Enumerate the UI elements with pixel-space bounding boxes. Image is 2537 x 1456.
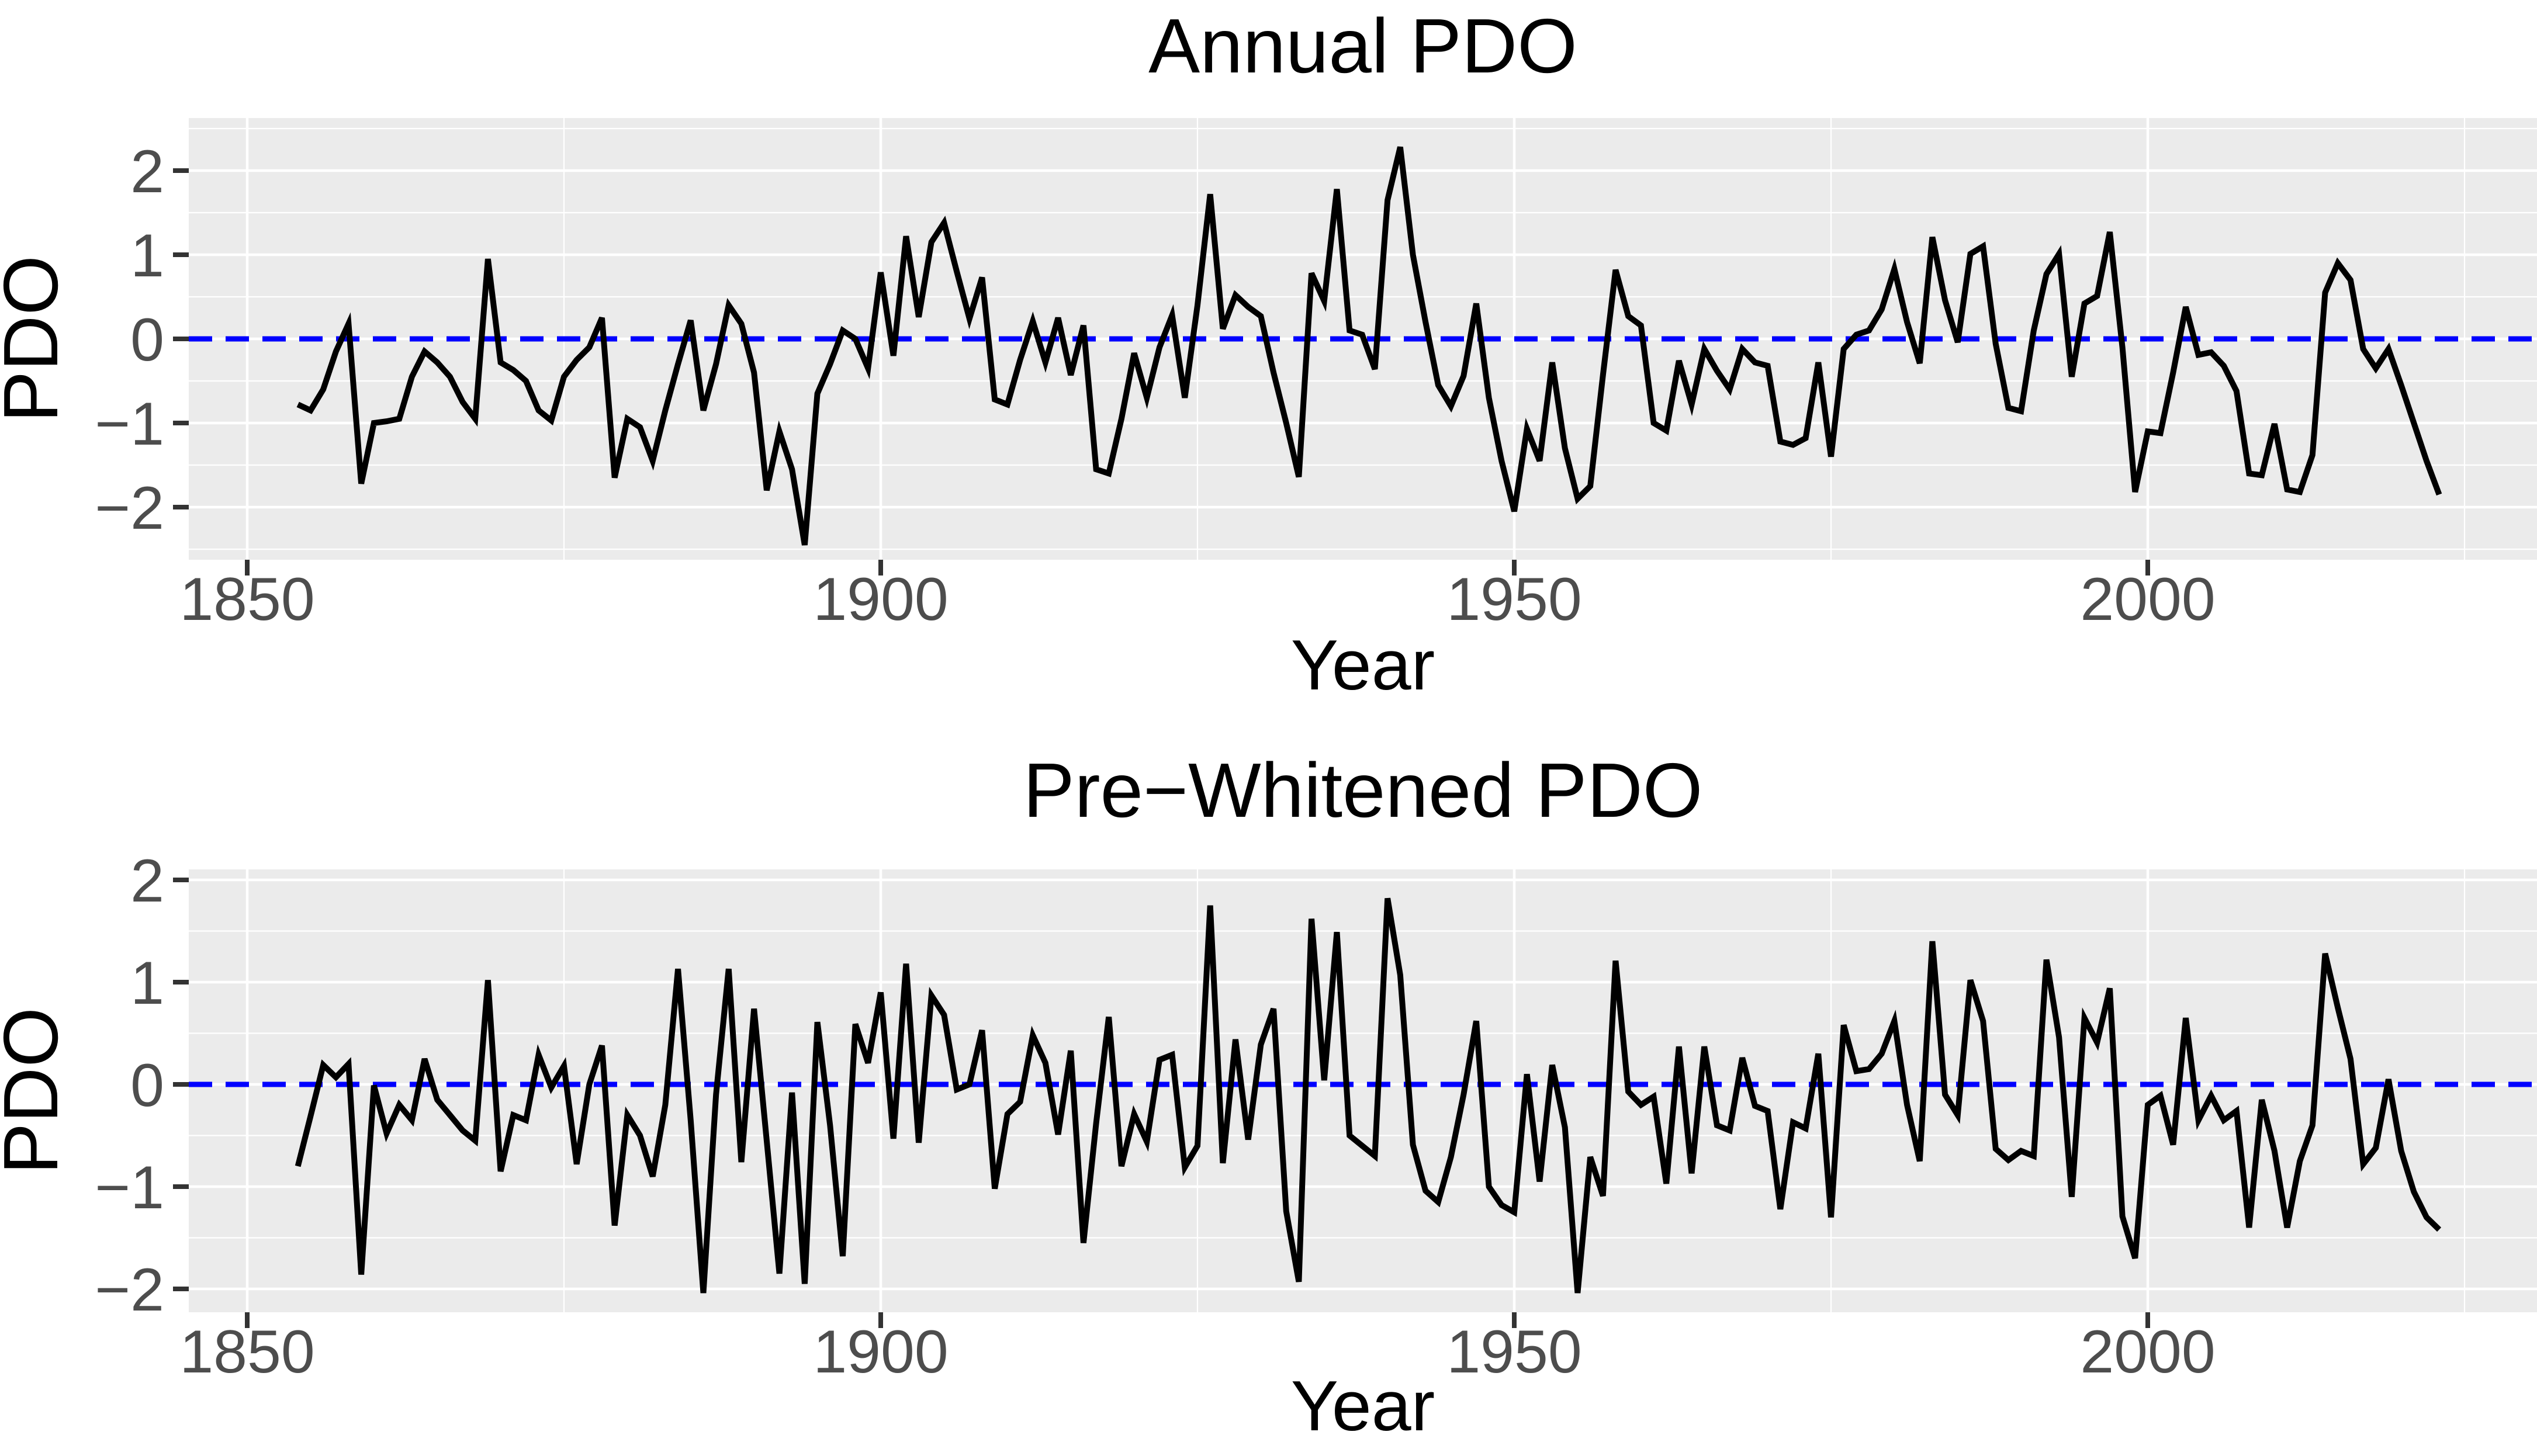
y-tick-label: −1: [95, 1154, 164, 1222]
x-tick-label: 1950: [1446, 1318, 1581, 1386]
y-axis-title-top: PDO: [0, 255, 74, 422]
chart-title-annual: Annual PDO: [1148, 3, 1577, 89]
x-tick-label: 1900: [813, 1318, 948, 1386]
chart-title-prewhitened: Pre−Whitened PDO: [1023, 747, 1703, 833]
x-tick-label: 1950: [1446, 566, 1581, 633]
y-tick-label: −1: [95, 390, 164, 458]
pdo-data-line: [296, 146, 2442, 546]
y-axis-title-bottom: PDO: [0, 1007, 74, 1174]
panel-background: [189, 869, 2537, 1312]
y-tick-label: 0: [130, 1052, 164, 1119]
pdo-data-line: [295, 897, 2442, 1294]
x-tick-label: 1900: [813, 566, 948, 633]
x-tick-label: 1850: [179, 1318, 314, 1386]
x-tick-label: 2000: [2080, 566, 2215, 633]
y-tick-label: 1: [130, 222, 164, 290]
y-tick-label: 2: [130, 847, 164, 915]
y-tick-label: 1: [130, 949, 164, 1017]
x-tick-label: 2000: [2080, 1318, 2215, 1386]
x-tick-label: 1850: [179, 566, 314, 633]
x-axis-title-bottom: Year: [1291, 1366, 1435, 1445]
y-tick-label: −2: [95, 1256, 164, 1324]
y-tick-label: −2: [95, 474, 164, 542]
y-tick-label: 2: [130, 138, 164, 206]
x-axis-title-top: Year: [1291, 625, 1435, 705]
y-tick-label: 0: [130, 306, 164, 374]
